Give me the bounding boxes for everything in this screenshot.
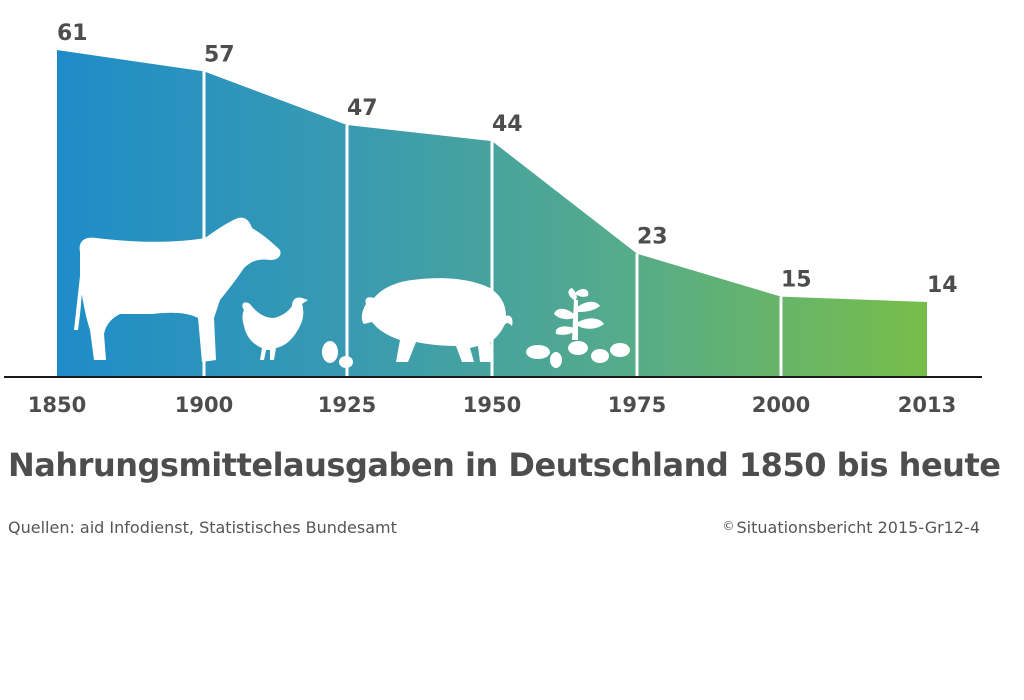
chart: 61 57 47 44 23 15 14 1850 1900 1925 1950 1975 2000 2… <box>4 21 982 417</box>
x-tick-1950: 1950 <box>463 393 521 417</box>
egg-icon <box>322 341 353 368</box>
x-tick-1850: 1850 <box>28 393 86 417</box>
cow-icon <box>74 217 281 362</box>
value-label-1950: 44 <box>492 112 523 137</box>
value-label-1900: 57 <box>204 42 235 67</box>
sources-note: Quellen: aid Infodienst, Statistisches B… <box>8 518 397 537</box>
copyright-symbol: © <box>722 519 735 533</box>
value-label-2000: 15 <box>781 268 812 293</box>
value-label-2013: 14 <box>927 273 958 298</box>
x-tick-1925: 1925 <box>318 393 376 417</box>
chart-title: Nahrungsmittelausgaben in Deutschland 18… <box>8 446 1001 484</box>
value-label-1850: 61 <box>57 21 88 46</box>
value-label-1975: 23 <box>637 225 668 250</box>
x-tick-2013: 2013 <box>898 393 956 417</box>
x-tick-1975: 1975 <box>608 393 666 417</box>
value-label-1925: 47 <box>347 96 378 121</box>
copyright-credit: © Situationsbericht 2015-Gr12-4 <box>723 518 981 537</box>
pig-icon <box>361 278 513 362</box>
x-tick-1900: 1900 <box>175 393 233 417</box>
x-tick-2000: 2000 <box>752 393 810 417</box>
potato-plant-icon <box>526 288 630 368</box>
credit-text: Situationsbericht 2015-Gr12-4 <box>736 518 981 537</box>
chicken-icon <box>242 297 308 360</box>
